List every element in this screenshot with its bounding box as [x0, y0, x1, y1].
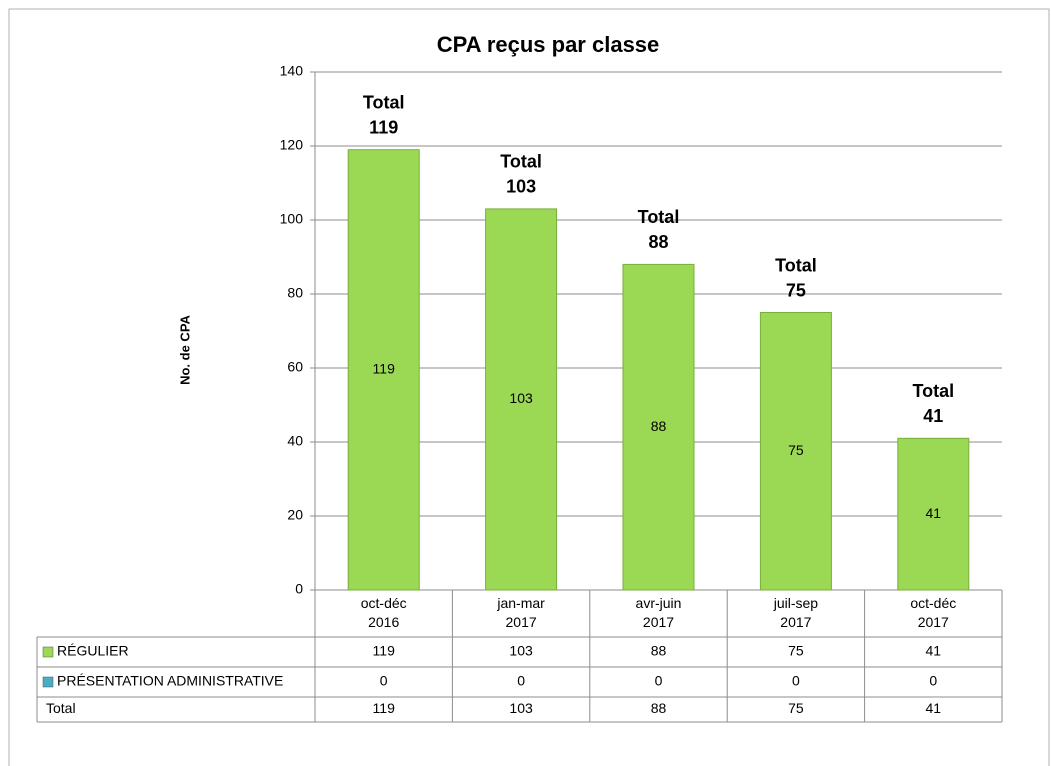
legend-label: PRÉSENTATION ADMINISTRATIVE — [57, 673, 283, 689]
legend-key — [42, 676, 54, 688]
x-tick-label: juil-sep 2017 — [773, 595, 819, 630]
data-label: 75 — [788, 442, 804, 458]
y-tick-label: 100 — [280, 211, 304, 227]
table-value: 41 — [926, 700, 942, 716]
total-label-name: Total — [775, 255, 817, 275]
legend-key — [42, 646, 54, 658]
y-tick-label: 20 — [287, 507, 303, 523]
total-label: 75 — [786, 280, 806, 300]
table-value: 88 — [651, 643, 667, 659]
x-tick-label: oct-déc 2016 — [360, 595, 407, 630]
y-tick-label: 40 — [287, 433, 303, 449]
table-value: 119 — [373, 643, 396, 659]
x-tick-label-box: juil-sep 2017 — [773, 595, 819, 630]
x-tick-label-box: jan-mar 2017 — [497, 595, 545, 630]
legend-label: Total — [46, 700, 76, 716]
y-axis-label: No. de CPA — [177, 314, 192, 384]
data-label: 119 — [373, 361, 396, 377]
total-label-name: Total — [500, 152, 542, 172]
table-value: 0 — [792, 673, 800, 689]
data-label: 103 — [509, 390, 533, 406]
chart-title: CPA reçus par classe — [437, 32, 660, 57]
bar — [622, 263, 695, 591]
y-tick-label: 0 — [295, 581, 303, 597]
table-value: 0 — [929, 673, 937, 689]
x-tick-label-box: oct-déc 2017 — [910, 595, 957, 630]
table-value: 0 — [517, 673, 525, 689]
table-value: 119 — [373, 700, 396, 716]
table-value: 41 — [926, 643, 942, 659]
y-tick-label: 140 — [280, 63, 304, 79]
data-label: 88 — [651, 418, 667, 434]
total-label-name: Total — [912, 381, 954, 401]
data-label: 41 — [926, 505, 942, 521]
total-label: 88 — [648, 232, 668, 252]
table-value: 0 — [655, 673, 663, 689]
y-tick-label: 120 — [280, 137, 304, 153]
y-tick-label: 60 — [287, 359, 303, 375]
table-value: 103 — [509, 700, 533, 716]
table-value: 0 — [380, 673, 388, 689]
bar — [485, 208, 558, 591]
y-tick-label: 80 — [287, 285, 303, 301]
table-value: 103 — [509, 643, 533, 659]
table-value: 88 — [651, 700, 667, 716]
bar — [759, 312, 832, 591]
x-tick-label-box: oct-déc 2016 — [360, 595, 407, 630]
table-value: 75 — [788, 643, 804, 659]
x-tick-label: avr-juin 2017 — [635, 595, 682, 630]
total-label-name: Total — [363, 92, 405, 112]
total-label: 103 — [506, 177, 536, 197]
legend-label: RÉGULIER — [57, 643, 129, 659]
x-tick-label: oct-déc 2017 — [910, 595, 957, 630]
total-label-name: Total — [638, 207, 680, 227]
x-tick-label: jan-mar 2017 — [497, 595, 545, 630]
bar — [347, 149, 420, 591]
x-tick-label-box: avr-juin 2017 — [635, 595, 682, 630]
total-label: 119 — [369, 117, 398, 137]
table-value: 75 — [788, 700, 804, 716]
bar — [897, 437, 970, 591]
total-label: 41 — [923, 406, 943, 426]
